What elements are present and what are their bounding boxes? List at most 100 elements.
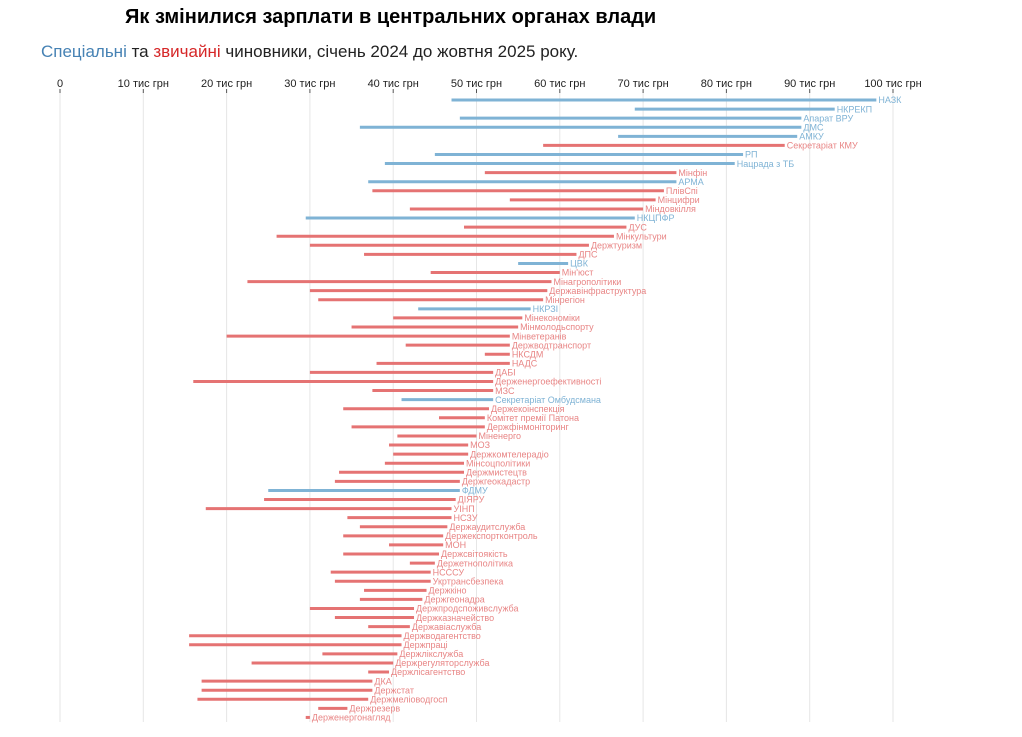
bar-row: ДКА [201,676,392,686]
bar-label: Держенергоефективності [495,377,601,387]
bar-label: Мінфін [678,168,707,178]
bar-label: Держлісагентство [391,667,465,677]
bar-label: Держказначейство [416,613,494,623]
bar-row: Держлікслужба [322,649,463,659]
bar-row: Держказначейство [334,613,494,623]
bar-row: НКРЗІ [418,304,558,314]
bar-row: ДПС [364,250,598,260]
bar-label: Держтуризм [591,240,642,250]
bar-row: ДІЯРУ [264,495,485,505]
bar-row: МЗС [372,386,515,396]
bar-row: Держмеліоводгосп [197,694,448,704]
bar-row: Міндовкілля [409,204,696,214]
bar-row: Мінцифри [509,195,700,205]
bar-row: ДМС [359,122,824,132]
bar-label: Апарат ВРУ [803,113,853,123]
bar-label: Держмеліоводгосп [370,694,448,704]
bar-label: Держфінмоніторинг [487,422,570,432]
bar-label: Держекспортконтроль [445,531,538,541]
bar-label: Укртрансбезпека [433,576,504,586]
bar-row: ФДМУ [268,486,488,496]
x-tick-label: 100 тис грн [864,78,921,90]
bar-label: Держкіно [429,586,467,596]
bar-label: Держгеонадра [424,595,484,605]
bar-label: МЗС [495,386,515,396]
bar-row: Мінсоцполітики [384,458,530,468]
bar-label: Міненерго [479,431,522,441]
bar-row: АМКУ [618,132,824,142]
bar-label: Мінсоцполітики [466,458,530,468]
bar-row: МОН [389,540,466,550]
bar-label: ДПС [578,250,598,260]
bar-label: ДУС [628,222,647,232]
bar-row: Держгеокадастр [334,477,530,487]
bar-row: Комітет премії Патона [439,413,579,423]
bar-row: Держетнополітика [409,558,513,568]
bar-row: Держсвітоякість [343,549,508,559]
bar-label: Мінагрополітики [553,277,621,287]
bar-row: ДАБІ [309,368,516,378]
bar-row: УІНП [205,504,475,514]
bar-row: НСЗУ [347,513,478,523]
bar-label: Держпродспоживслужба [416,604,519,614]
bar-row: ДУС [464,222,647,232]
bar-row: НАЗК [451,95,902,105]
bar-label: НКЦПФР [637,213,675,223]
bar-row: НКРЕКП [634,104,872,114]
bar-label: Держстат [374,685,414,695]
x-tick-label: 30 тис грн [284,78,335,90]
bar-row: Держрезерв [318,704,400,714]
bar-row: Апарат ВРУ [459,113,853,123]
bar-label: Держрезерв [349,704,400,714]
bar-label: ФДМУ [462,486,488,496]
bar-label: Державінфраструктура [549,286,646,296]
bar-row: Держстат [201,685,414,695]
bar-label: Держсвітоякість [441,549,508,559]
bar-row: Мінфін [484,168,707,178]
bar-label: Мін'юст [562,268,594,278]
bar-label: АМКУ [799,132,824,142]
bar-row: Держпраці [189,640,448,650]
bar-label: ЦВК [570,259,589,269]
bar-row: Нацрада з ТБ [384,159,795,169]
bar-row: Секретаріат КМУ [543,141,858,151]
bar-row: Укртрансбезпека [334,576,504,586]
bar-label: Держгеокадастр [462,477,530,487]
bar-label: Держмистецтв [466,467,527,477]
grid-lines [59,92,894,722]
bar-label: Секретаріат Омбудсмана [495,395,601,405]
x-tick-label: 80 тис грн [701,78,752,90]
bar-label: Держрегуляторслужба [395,658,489,668]
bar-row: Держпродспоживслужба [309,604,519,614]
bar-row: НСССУ [330,567,465,577]
bar-row: Мін'юст [430,268,594,278]
x-tick-label: 50 тис грн [451,78,502,90]
bar-label: НСССУ [433,567,465,577]
bar-label: Нацрада з ТБ [737,159,795,169]
bar-row: Держенергонагляд [305,713,391,723]
bar-row: Держенергоефективності [193,377,601,387]
bar-row: Державіаслужба [368,622,481,632]
chart-subtitle: Спеціальні та звичайні чиновники, січень… [41,42,578,62]
bar-row: Держмистецтв [339,467,527,477]
bar-label: Мінкультури [616,231,667,241]
bar-label: НКРЗІ [533,304,558,314]
bar-row: АРМА [368,177,704,187]
bar-label: Держенергонагляд [312,713,391,723]
bar-label: Держекоінспекція [491,404,565,414]
x-tick-label: 0 [57,78,63,90]
bar-label: МОЗ [470,440,490,450]
bar-label: Держаудитслужба [449,522,525,532]
bar-row: ПлівСпі [372,186,698,196]
x-tick-label: 60 тис грн [534,78,585,90]
bar-row: Мінрегіон [318,295,585,305]
chart-title: Як змінилися зарплати в центральних орга… [125,6,657,28]
bar-row: Мінекономіки [393,313,580,323]
bar-label: Мінмолодьспорту [520,322,594,332]
bar-label: АРМА [678,177,703,187]
x-axis-ticks: 0 10 тис грн 20 тис грн 30 тис грн 40 тис гр… [57,78,922,93]
bar-row: МОЗ [389,440,490,450]
bar-row: РП [434,150,758,160]
